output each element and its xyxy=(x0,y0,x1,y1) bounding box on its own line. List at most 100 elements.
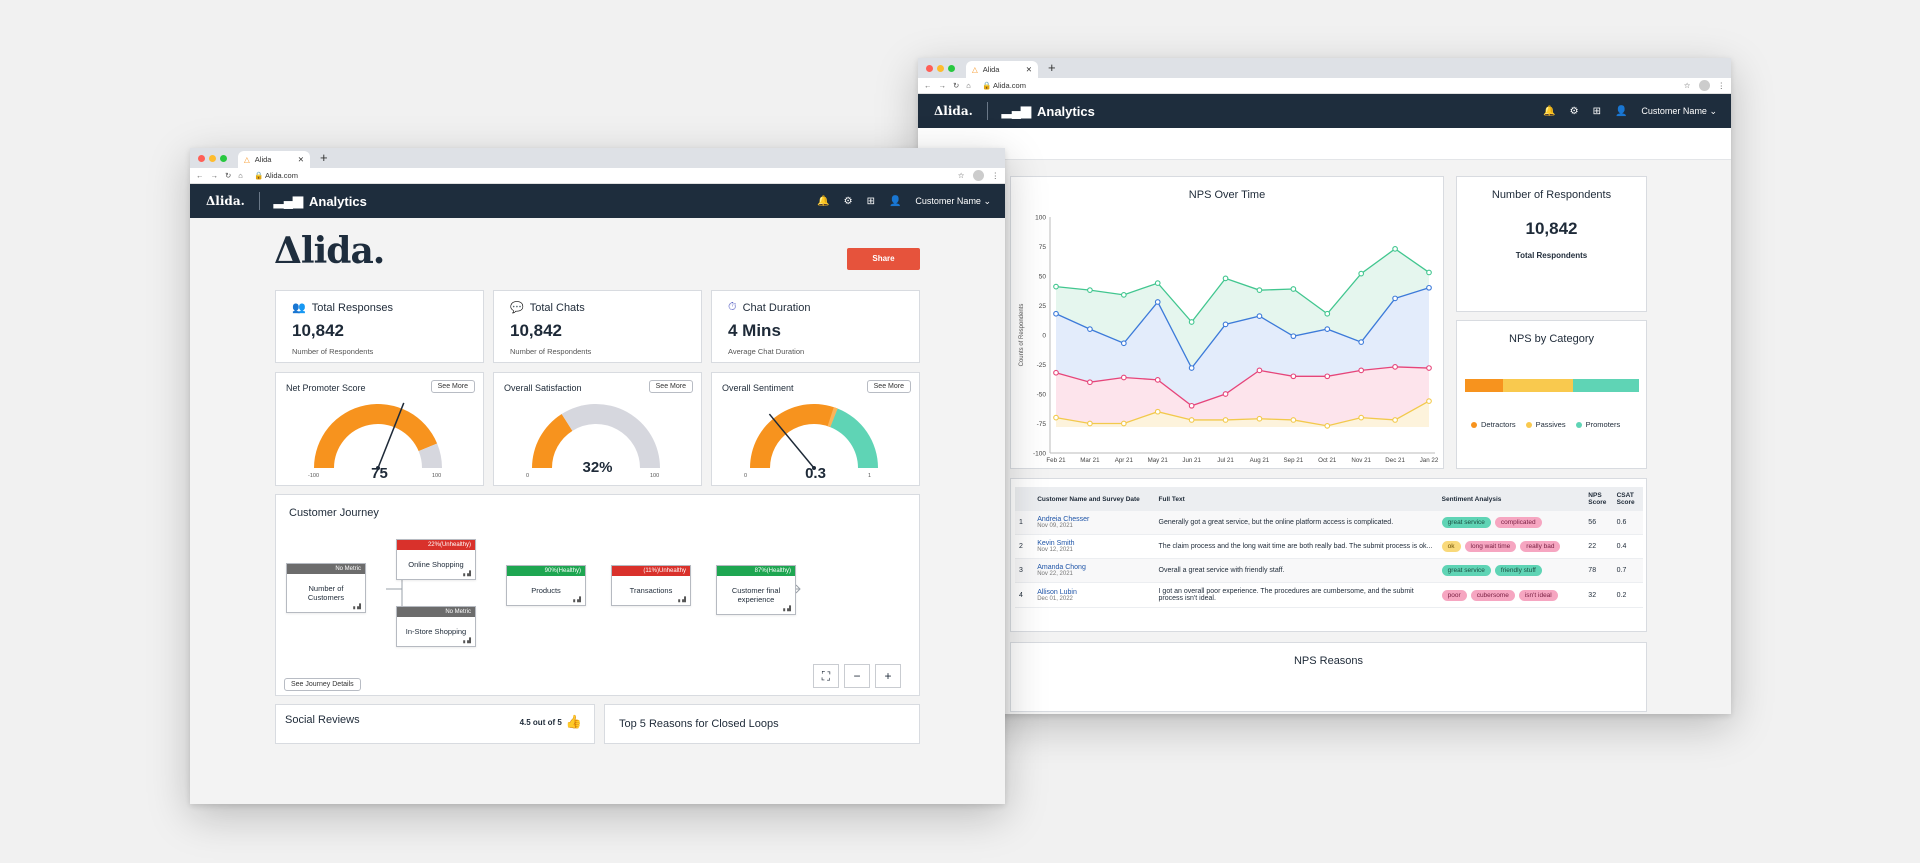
apps-grid-icon[interactable]: ⊞ xyxy=(866,195,875,207)
gear-icon[interactable]: ⚙ xyxy=(1569,105,1579,117)
back-icon[interactable]: ← xyxy=(196,171,204,180)
see-more-button[interactable]: See More xyxy=(648,380,693,393)
data-point[interactable] xyxy=(1154,280,1161,286)
data-point[interactable] xyxy=(1053,414,1059,421)
see-more-button[interactable]: See More xyxy=(430,380,475,393)
forward-icon[interactable]: → xyxy=(938,81,947,90)
data-point[interactable] xyxy=(1087,420,1093,427)
star-icon[interactable]: ☆ xyxy=(1683,81,1691,90)
data-point[interactable] xyxy=(1053,310,1059,317)
data-point[interactable] xyxy=(1358,367,1365,374)
data-point[interactable] xyxy=(1256,415,1263,422)
data-point[interactable] xyxy=(1087,379,1093,386)
new-tab-icon[interactable]: + xyxy=(320,150,328,165)
data-point[interactable] xyxy=(1120,292,1127,298)
data-point[interactable] xyxy=(1120,420,1127,427)
journey-node[interactable]: (11%)Unhealthy Transactions ▖▟ xyxy=(611,565,691,606)
data-point[interactable] xyxy=(1426,269,1432,276)
menu-dots-icon[interactable]: ⋮ xyxy=(1717,81,1726,90)
journey-node[interactable]: No Metric In-Store Shopping ▖▟ xyxy=(396,606,476,647)
alida-logo[interactable]: Δlida. xyxy=(934,104,973,118)
alida-logo[interactable]: Δlida. xyxy=(206,194,245,208)
apps-grid-icon[interactable]: ⊞ xyxy=(1592,105,1601,117)
close-dot[interactable] xyxy=(198,155,205,162)
data-point[interactable] xyxy=(1222,275,1229,282)
table-row[interactable]: 1 Andreia Chesser Nov 09, 2021 Generally … xyxy=(1015,511,1643,535)
table-row[interactable]: 3 Amanda Chong Nov 22, 2021 Overall a gre… xyxy=(1015,558,1643,583)
data-point[interactable] xyxy=(1222,417,1229,423)
journey-node[interactable]: 22%(Unhealthy) Online Shopping ▖▟ xyxy=(396,539,476,580)
data-point[interactable] xyxy=(1358,414,1365,421)
sentiment-tag[interactable]: friendly stuff xyxy=(1494,565,1542,576)
data-point[interactable] xyxy=(1426,365,1432,371)
minimize-dot[interactable] xyxy=(209,155,216,162)
data-point[interactable] xyxy=(1290,373,1297,380)
profile-avatar[interactable] xyxy=(972,170,984,181)
customer-menu[interactable]: Customer Name ⌄ xyxy=(1641,105,1717,116)
data-point[interactable] xyxy=(1392,417,1398,423)
data-point[interactable] xyxy=(1426,398,1432,404)
data-point[interactable] xyxy=(1392,364,1398,370)
reload-icon[interactable]: ↻ xyxy=(225,171,232,180)
share-button[interactable]: Share xyxy=(847,248,920,270)
data-point[interactable] xyxy=(1290,417,1297,423)
journey-node[interactable]: 90%(Healthy) Products ▖▟ xyxy=(506,565,586,606)
see-more-button[interactable]: See More xyxy=(866,380,911,393)
sentiment-tag[interactable]: isn't ideal xyxy=(1518,589,1558,601)
menu-dots-icon[interactable]: ⋮ xyxy=(991,171,1000,180)
data-point[interactable] xyxy=(1053,283,1059,290)
data-point[interactable] xyxy=(1120,340,1127,347)
url-field[interactable]: Alida.com xyxy=(993,81,1026,90)
data-point[interactable] xyxy=(1392,295,1398,302)
sentiment-tag[interactable]: long wait time xyxy=(1464,541,1517,552)
back-icon[interactable]: ← xyxy=(924,81,932,90)
profile-avatar[interactable] xyxy=(1698,80,1710,91)
user-icon[interactable]: 👤 xyxy=(888,195,902,207)
data-point[interactable] xyxy=(1188,417,1195,423)
home-icon[interactable]: ⌂ xyxy=(238,171,243,180)
journey-node[interactable]: No Metric Number of Customers ▖▟ xyxy=(286,563,366,613)
data-point[interactable] xyxy=(1120,374,1127,381)
data-point[interactable] xyxy=(1392,246,1398,252)
data-point[interactable] xyxy=(1358,339,1365,345)
sentiment-tag[interactable]: cubersome xyxy=(1470,589,1515,601)
table-row[interactable]: 2 Kevin Smith Nov 12, 2021 The claim proc… xyxy=(1015,534,1643,559)
customer-name-link[interactable]: Andreia Chesser xyxy=(1037,516,1090,523)
customer-name-link[interactable]: Kevin Smith xyxy=(1037,540,1075,547)
category-segment[interactable] xyxy=(1572,379,1639,392)
data-point[interactable] xyxy=(1290,333,1297,340)
star-icon[interactable]: ☆ xyxy=(957,171,965,180)
home-icon[interactable]: ⌂ xyxy=(966,81,971,90)
gear-icon[interactable]: ⚙ xyxy=(843,195,853,207)
data-point[interactable] xyxy=(1256,313,1263,319)
data-point[interactable] xyxy=(1188,365,1195,371)
data-point[interactable] xyxy=(1087,287,1093,294)
browser-tab[interactable]: △ Alida ✕ xyxy=(966,61,1038,78)
category-segment[interactable] xyxy=(1465,379,1504,392)
data-point[interactable] xyxy=(1154,408,1161,415)
sentiment-tag[interactable]: complicated xyxy=(1494,517,1542,528)
data-point[interactable] xyxy=(1324,310,1331,317)
sentiment-tag[interactable]: ok xyxy=(1441,541,1461,552)
data-point[interactable] xyxy=(1188,402,1195,409)
data-point[interactable] xyxy=(1426,284,1432,291)
sentiment-tag[interactable]: great service xyxy=(1441,565,1491,576)
user-icon[interactable]: 👤 xyxy=(1614,105,1628,117)
browser-tab[interactable]: △ Alida ✕ xyxy=(238,151,310,168)
customer-name-link[interactable]: Allison Lubin xyxy=(1037,588,1077,596)
new-tab-icon[interactable]: + xyxy=(1048,60,1056,75)
zoom-in-icon[interactable]: + xyxy=(875,664,901,688)
data-point[interactable] xyxy=(1324,326,1331,332)
journey-node[interactable]: 87%(Healthy) Customer final experience ▖… xyxy=(716,565,796,615)
category-segment[interactable] xyxy=(1503,379,1573,392)
data-point[interactable] xyxy=(1222,321,1229,328)
url-field[interactable]: Alida.com xyxy=(265,171,298,180)
data-point[interactable] xyxy=(1324,423,1331,429)
customer-menu[interactable]: Customer Name ⌄ xyxy=(915,195,991,206)
zoom-out-icon[interactable]: − xyxy=(844,664,870,688)
see-journey-details-button[interactable]: See Journey Details xyxy=(284,678,361,691)
close-tab-icon[interactable]: ✕ xyxy=(1025,65,1032,74)
data-point[interactable] xyxy=(1324,373,1331,380)
data-point[interactable] xyxy=(1290,286,1297,292)
data-point[interactable] xyxy=(1358,270,1365,277)
